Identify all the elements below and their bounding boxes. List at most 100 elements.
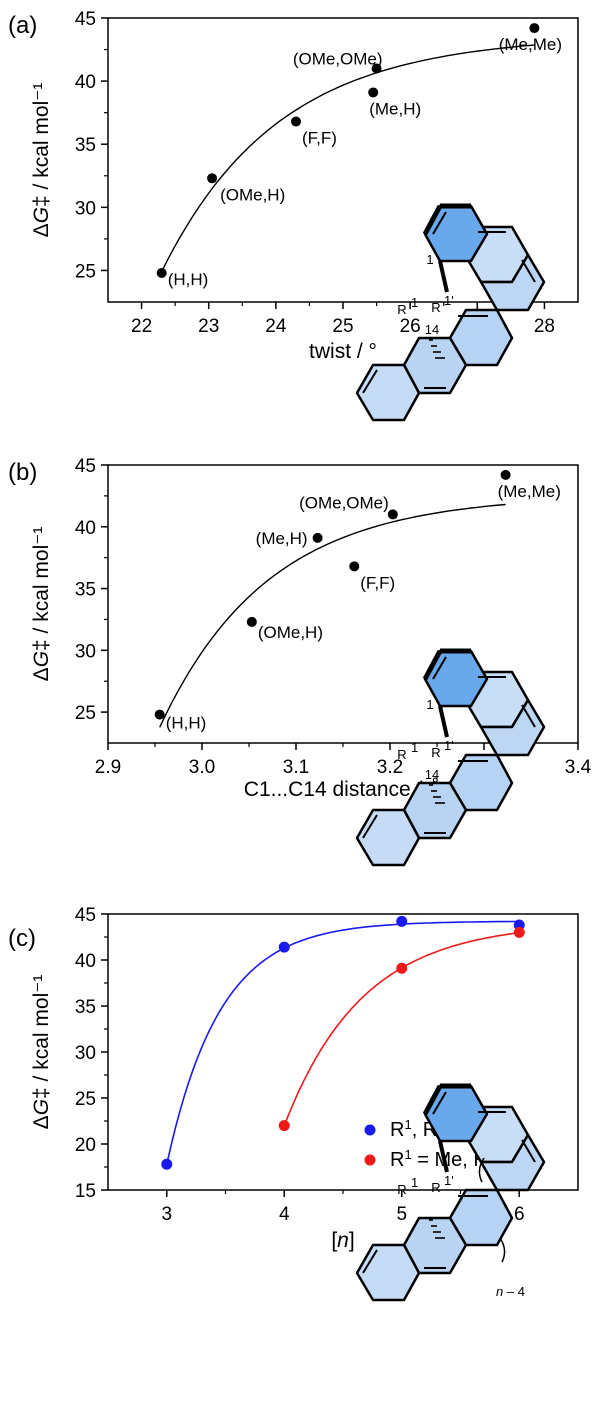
x-tick-label: 6 bbox=[514, 1204, 525, 1225]
x-tick-label: 3.2 bbox=[377, 757, 403, 778]
x-tick-label: 5 bbox=[396, 1204, 407, 1225]
helicene-rings bbox=[357, 1086, 544, 1300]
y-tick-label: 25 bbox=[75, 1089, 96, 1110]
data-point bbox=[387, 509, 398, 520]
data-point bbox=[278, 1120, 290, 1132]
data-point bbox=[154, 709, 165, 720]
data-point bbox=[371, 63, 382, 74]
x-tick-label: 26 bbox=[400, 316, 421, 337]
data-point bbox=[156, 267, 167, 278]
atom-label-1: 1 bbox=[426, 252, 433, 267]
r1-label: R bbox=[397, 1182, 406, 1197]
data-point bbox=[513, 926, 525, 938]
r1-sup-label: 1 bbox=[411, 740, 418, 755]
data-point bbox=[349, 561, 360, 572]
y-axis-title: ΔG‡ / kcal mol⁻¹ bbox=[30, 527, 53, 682]
x-tick-label: 4 bbox=[279, 1204, 290, 1225]
y-tick-label: 30 bbox=[75, 1043, 96, 1064]
y-tick-label: 20 bbox=[75, 1135, 96, 1156]
point-label: (Me,H) bbox=[369, 99, 421, 118]
data-point bbox=[246, 616, 257, 627]
legend-marker bbox=[364, 1124, 376, 1136]
x-tick-label: 3 bbox=[161, 1204, 172, 1225]
x-tick-label: 3.1 bbox=[283, 757, 309, 778]
y-tick-label: 45 bbox=[75, 905, 96, 926]
repeat-bracket bbox=[478, 1157, 506, 1263]
data-point bbox=[529, 23, 540, 34]
r1-label: R bbox=[397, 302, 406, 317]
series-curve bbox=[166, 920, 520, 1165]
chart-2: (b)2.93.03.13.23.33.42530354045C1...C14 … bbox=[8, 456, 592, 865]
y-tick-label: 30 bbox=[75, 198, 96, 219]
y-tick-label: 30 bbox=[75, 641, 96, 662]
atom-label-1: 1 bbox=[426, 697, 433, 712]
point-label: (OMe,OMe) bbox=[293, 49, 383, 68]
r1p-label: R bbox=[431, 1180, 440, 1195]
point-label: (Me,Me) bbox=[499, 35, 562, 54]
panel-label: (b) bbox=[8, 459, 37, 486]
y-tick-label: 45 bbox=[75, 9, 96, 30]
repeat-label: n – 4 bbox=[496, 1284, 525, 1299]
r1p-label: R bbox=[431, 745, 440, 760]
r1p-sup-label: 1' bbox=[444, 738, 454, 753]
helicene-structure: R 1 R 1' n – 4 bbox=[357, 1086, 544, 1300]
y-axis-title: ΔG‡ / kcal mol⁻¹ bbox=[30, 83, 53, 238]
r1-sup-label: 1 bbox=[411, 295, 418, 310]
data-point bbox=[368, 87, 379, 98]
data-point bbox=[207, 173, 218, 184]
x-tick-label: 2.9 bbox=[95, 757, 121, 778]
data-point bbox=[312, 532, 323, 543]
r1p-sup-label: 1' bbox=[444, 1173, 454, 1188]
point-label: (Me,H) bbox=[256, 529, 308, 548]
x-axis-title: C1...C14 distance / Å bbox=[244, 778, 442, 801]
panel-label: (a) bbox=[8, 12, 37, 39]
panel-label: (c) bbox=[8, 925, 36, 952]
y-tick-label: 35 bbox=[75, 580, 96, 601]
data-point bbox=[396, 962, 408, 974]
r1-label: R bbox=[397, 747, 406, 762]
y-tick-label: 45 bbox=[75, 456, 96, 477]
x-tick-label: 22 bbox=[131, 316, 152, 337]
data-point bbox=[278, 941, 290, 953]
data-point bbox=[291, 116, 301, 127]
point-label: (OMe,H) bbox=[258, 623, 323, 642]
y-tick-label: 15 bbox=[75, 1181, 96, 1202]
series-curve bbox=[283, 931, 520, 1126]
y-tick-label: 35 bbox=[75, 135, 96, 156]
x-axis-title: twist / ° bbox=[309, 340, 377, 363]
y-tick-label: 25 bbox=[75, 703, 96, 724]
y-tick-label: 40 bbox=[75, 951, 96, 972]
x-tick-label: 3.4 bbox=[565, 757, 592, 778]
fit-curve bbox=[159, 503, 506, 728]
data-point bbox=[500, 469, 511, 480]
x-tick-label: 28 bbox=[534, 316, 555, 337]
r1p-sup-label: 1' bbox=[444, 293, 454, 308]
point-label: (H,H) bbox=[166, 714, 207, 733]
y-tick-label: 35 bbox=[75, 997, 96, 1018]
y-tick-label: 25 bbox=[75, 261, 96, 282]
x-axis-title: [n] bbox=[331, 1229, 354, 1252]
point-label: (F,F) bbox=[302, 129, 337, 148]
point-label: (Me,Me) bbox=[498, 482, 561, 501]
point-label: (F,F) bbox=[360, 573, 395, 592]
r1p-label: R bbox=[431, 300, 440, 315]
r1-sup-label: 1 bbox=[411, 1175, 418, 1190]
point-label: (H,H) bbox=[168, 270, 209, 289]
point-label: (OMe,H) bbox=[220, 185, 285, 204]
x-tick-label: 24 bbox=[265, 316, 287, 337]
y-tick-label: 40 bbox=[75, 72, 96, 93]
data-point bbox=[161, 1158, 173, 1170]
helicene-rings bbox=[357, 206, 544, 420]
x-tick-label: 25 bbox=[332, 316, 353, 337]
data-point bbox=[396, 915, 408, 927]
atom-label-14: 14 bbox=[425, 322, 439, 337]
x-tick-label: 3.0 bbox=[189, 757, 215, 778]
chart-1: (a)222324252627282530354045twist / °ΔG‡ … bbox=[8, 9, 579, 420]
fit-curve bbox=[161, 44, 535, 272]
x-tick-label: 23 bbox=[198, 316, 219, 337]
point-label: (OMe,OMe) bbox=[299, 493, 389, 512]
